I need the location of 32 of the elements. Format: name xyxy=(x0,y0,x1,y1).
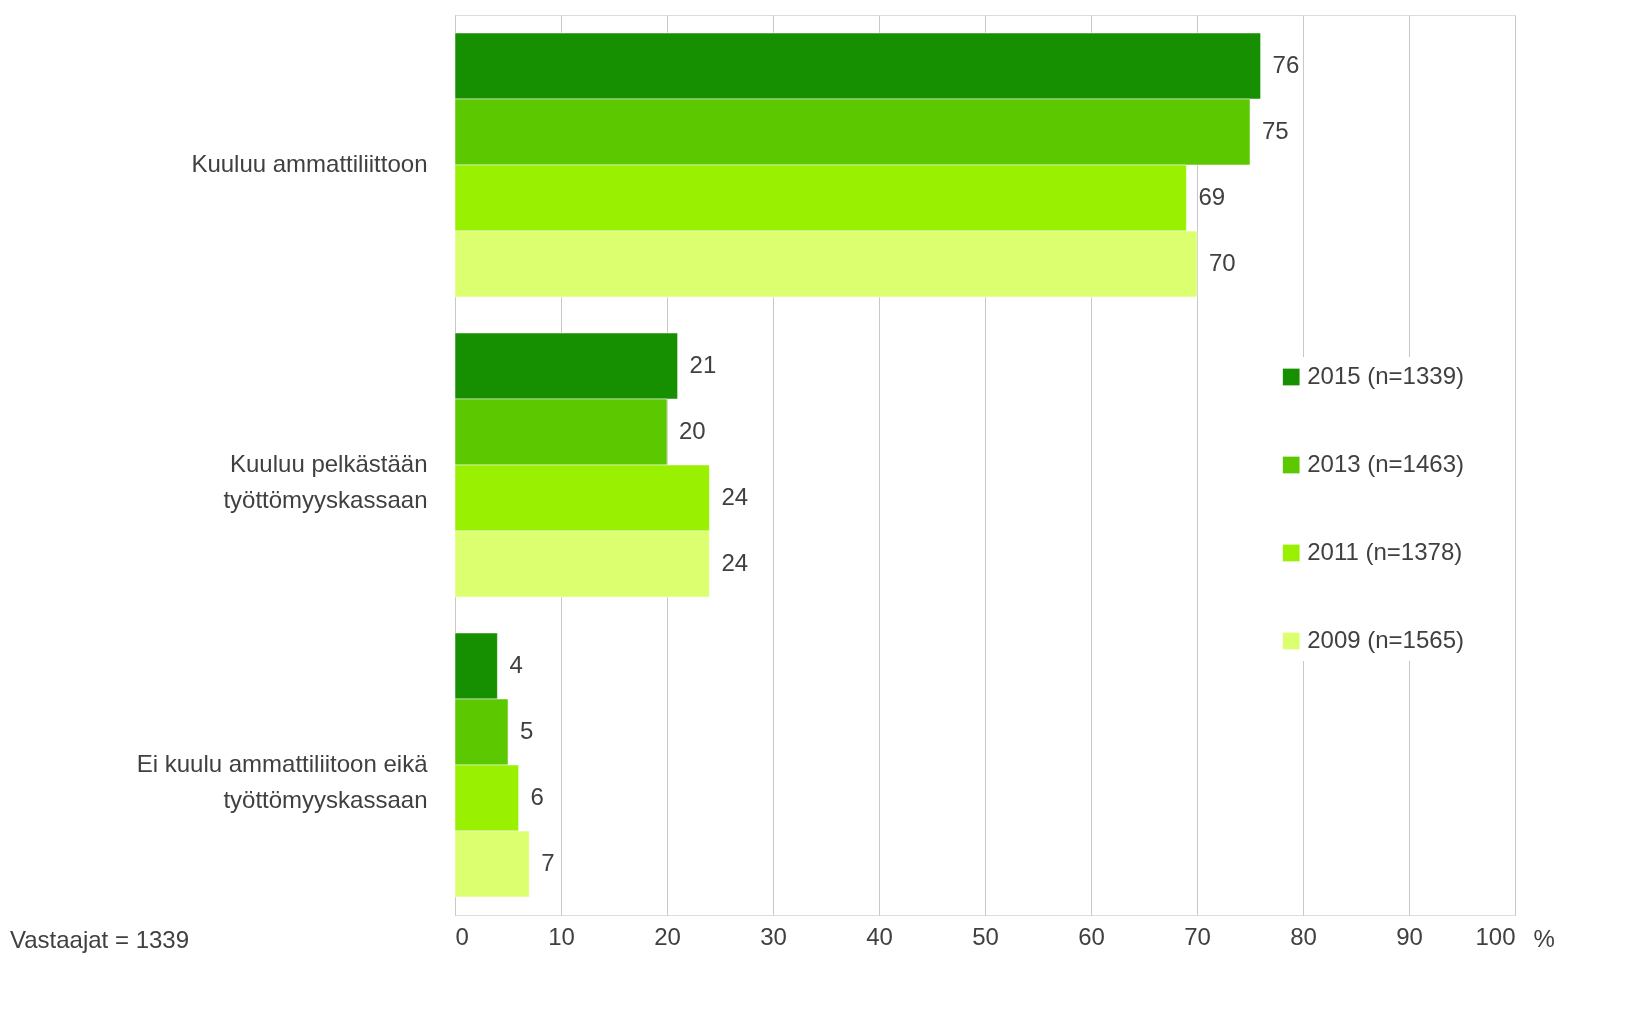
x-tick-label: 70 xyxy=(1184,922,1211,950)
data-label: 21 xyxy=(689,351,717,378)
data-label: 7 xyxy=(541,849,555,876)
legend-label: 2015 (n=1339) xyxy=(1307,362,1464,389)
x-tick-label: 80 xyxy=(1290,922,1317,950)
data-label: 75 xyxy=(1262,117,1289,144)
data-label: 76 xyxy=(1272,51,1300,78)
x-tick-label: 40 xyxy=(866,922,893,950)
legend-label: 2013 (n=1463) xyxy=(1307,450,1464,477)
y-tick-label: Ei kuulu ammattiliitoon eikä työttömyyskassaan xyxy=(136,750,429,813)
data-label: 4 xyxy=(509,651,523,678)
x-tick-label: 90 xyxy=(1396,922,1423,950)
data-label: 5 xyxy=(520,717,534,744)
text: Vastaajat = 1339 xyxy=(10,926,190,953)
data-label: 24 xyxy=(721,483,749,510)
data-label: 24 xyxy=(721,549,749,576)
legend-label: 2011 (n=1378) xyxy=(1307,538,1463,565)
data-label: 70 xyxy=(1209,249,1236,276)
data-label: 20 xyxy=(679,417,706,444)
x-tick-label: 10 xyxy=(548,922,575,950)
y-tick-label: Kuuluu pelkästään työttömyyskassaan xyxy=(223,450,428,513)
x-tick-label: 60 xyxy=(1078,922,1105,950)
x-tick-label: 100 xyxy=(1475,922,1516,950)
y-tick-label: Kuuluu ammattiliittoon xyxy=(191,150,428,177)
x-tick-label: 20 xyxy=(654,922,681,950)
legend-label: 2009 (n=1565) xyxy=(1307,626,1464,653)
data-label: 6 xyxy=(530,783,544,810)
x-tick-label: 50 xyxy=(972,922,999,950)
x-tick-label: 0 xyxy=(455,922,469,950)
x-axis-title: % xyxy=(1533,924,1555,952)
data-label: 69 xyxy=(1198,183,1226,210)
x-tick-label: 30 xyxy=(760,922,787,950)
